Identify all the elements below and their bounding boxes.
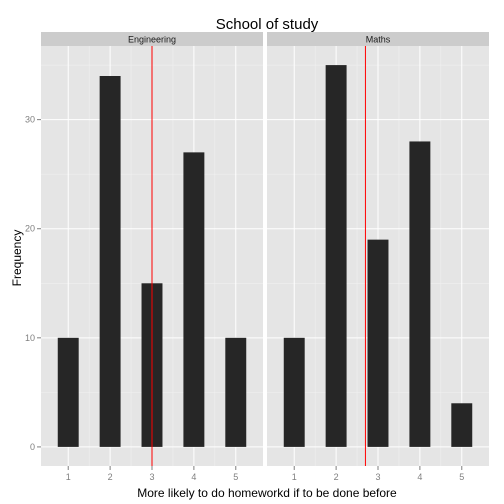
x-tick-label-5: 5 — [233, 472, 238, 482]
strip-label-maths: Maths — [366, 35, 391, 45]
panel-maths: Maths 1 2 3 4 5 — [267, 32, 489, 482]
bar-maths-2 — [325, 65, 347, 447]
bar-maths-3 — [367, 239, 389, 447]
bar-engineering-2 — [99, 76, 121, 447]
y-tick-label-10: 10 — [25, 333, 35, 343]
bar-maths-5 — [451, 403, 473, 447]
x-tick-label-1: 1 — [66, 472, 71, 482]
x-tick-label-1: 1 — [292, 472, 297, 482]
bar-engineering-1 — [57, 337, 79, 447]
x-tick-label-2: 2 — [108, 472, 113, 482]
x-tick-label-2: 2 — [334, 472, 339, 482]
chart-title: School of study — [216, 16, 319, 33]
panels: 0 10 20 30 Engineering 1 2 3 4 5 Maths 1 2 3 4 5 — [25, 32, 489, 482]
y-tick-label-30: 30 — [25, 115, 35, 125]
strip-label-engineering: Engineering — [128, 35, 176, 45]
x-tick-label-4: 4 — [417, 472, 422, 482]
strip-maths — [267, 32, 489, 46]
bar-maths-1 — [283, 337, 305, 447]
bar-maths-4 — [409, 141, 431, 447]
bar-engineering-4 — [183, 152, 205, 447]
x-tick-label-3: 3 — [149, 472, 154, 482]
y-axis-title: Frequency — [10, 230, 24, 287]
x-tick-label-3: 3 — [375, 472, 380, 482]
y-tick-label-20: 20 — [25, 224, 35, 234]
bar-engineering-5 — [225, 337, 247, 447]
x-tick-label-4: 4 — [191, 472, 196, 482]
panel-engineering: Engineering 1 2 3 4 5 — [41, 32, 263, 482]
y-tick-label-0: 0 — [30, 442, 35, 452]
x-tick-label-5: 5 — [459, 472, 464, 482]
strip-engineering — [41, 32, 263, 46]
x-axis-title: More likely to do homeworkd if to be don… — [137, 486, 397, 500]
